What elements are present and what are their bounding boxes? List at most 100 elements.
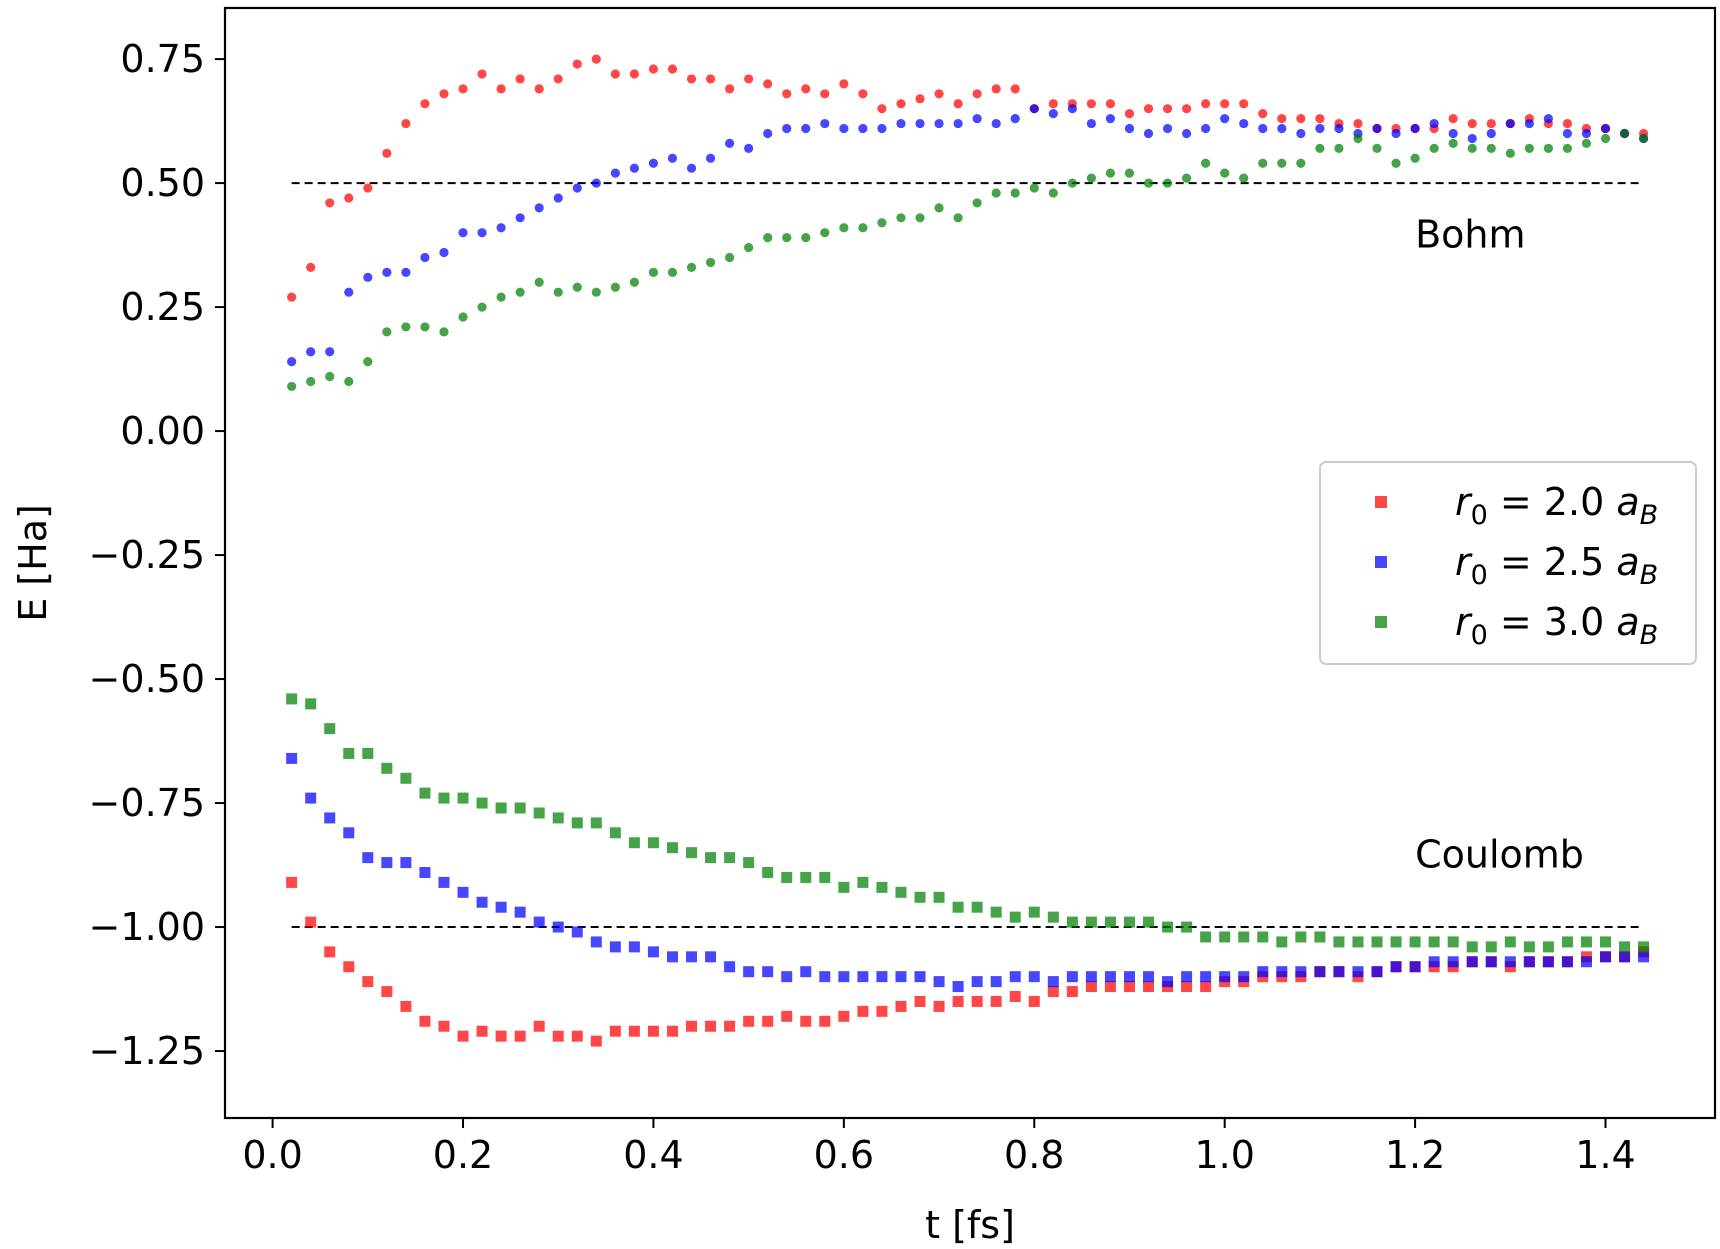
x-tick-label: 1.2 bbox=[1385, 1133, 1445, 1177]
coulomb-point-series-0 bbox=[838, 1010, 850, 1022]
coulomb-point-series-1 bbox=[1123, 971, 1135, 983]
bohm-point-series-2 bbox=[1486, 143, 1496, 153]
bohm-point-series-0 bbox=[610, 69, 620, 79]
coulomb-point-series-0 bbox=[1104, 981, 1116, 993]
coulomb-point-series-1 bbox=[286, 752, 298, 764]
bohm-point-series-2 bbox=[591, 287, 601, 297]
coulomb-point-series-1 bbox=[1276, 966, 1288, 978]
coulomb-point-series-2 bbox=[1390, 936, 1402, 948]
bohm-point-series-0 bbox=[915, 94, 925, 104]
coulomb-point-series-2 bbox=[762, 866, 774, 878]
coulomb-point-series-1 bbox=[1047, 976, 1059, 988]
bohm-point-series-0 bbox=[1124, 109, 1135, 119]
coulomb-point-series-0 bbox=[819, 1015, 831, 1027]
y-tick-label: −0.50 bbox=[89, 657, 205, 701]
coulomb-point-series-1 bbox=[571, 926, 583, 938]
coulomb-point-series-2 bbox=[1009, 911, 1021, 923]
coulomb-point-series-1 bbox=[1295, 966, 1307, 978]
bohm-point-series-0 bbox=[1486, 118, 1496, 129]
x-axis-label: t [fs] bbox=[925, 1203, 1015, 1247]
bohm-point-series-2 bbox=[1543, 143, 1553, 153]
x-tick-label: 0.2 bbox=[433, 1133, 493, 1177]
bohm-point-series-1 bbox=[934, 118, 944, 129]
bohm-point-series-2 bbox=[1201, 158, 1211, 168]
legend-marker-0 bbox=[1375, 496, 1387, 508]
coulomb-point-series-1 bbox=[305, 792, 317, 804]
bohm-point-series-2 bbox=[1619, 128, 1630, 139]
bohm-point-series-1 bbox=[820, 118, 830, 129]
coulomb-point-series-0 bbox=[1123, 981, 1135, 993]
bohm-point-series-2 bbox=[344, 376, 354, 387]
y-tick-label: 0.50 bbox=[120, 161, 205, 205]
y-tick-label: 0.75 bbox=[120, 37, 205, 81]
annotation-coulomb: Coulomb bbox=[1415, 833, 1584, 877]
coulomb-point-series-2 bbox=[1314, 931, 1326, 943]
coulomb-point-series-2 bbox=[1047, 911, 1059, 923]
coulomb-point-series-1 bbox=[324, 812, 336, 824]
coulomb-point-series-0 bbox=[686, 1020, 698, 1032]
legend: r0 = 2.0 aB r0 = 2.5 aB r0 = 3.0 aB bbox=[1319, 461, 1697, 665]
bohm-point-series-2 bbox=[801, 233, 811, 243]
coulomb-point-series-0 bbox=[895, 1000, 907, 1012]
bohm-point-series-0 bbox=[629, 69, 639, 79]
bohm-point-series-0 bbox=[1143, 104, 1154, 114]
coulomb-point-series-0 bbox=[476, 1025, 488, 1037]
bohm-point-series-1 bbox=[1124, 123, 1135, 134]
coulomb-point-series-1 bbox=[1504, 956, 1516, 968]
coulomb-point-series-0 bbox=[457, 1030, 469, 1042]
coulomb-point-series-1 bbox=[800, 966, 812, 978]
coulomb-point-series-1 bbox=[552, 921, 564, 933]
bohm-point-series-2 bbox=[363, 357, 373, 367]
coulomb-point-series-2 bbox=[628, 837, 640, 849]
bohm-point-series-1 bbox=[496, 223, 506, 233]
legend-marker-1 bbox=[1375, 556, 1387, 568]
coulomb-point-series-1 bbox=[647, 946, 659, 958]
bohm-point-series-0 bbox=[725, 84, 735, 94]
bohm-point-series-1 bbox=[1562, 128, 1573, 139]
coulomb-point-series-2 bbox=[552, 812, 564, 824]
bohm-point-series-2 bbox=[763, 233, 773, 243]
coulomb-point-series-0 bbox=[1181, 981, 1193, 993]
coulomb-point-series-1 bbox=[1561, 956, 1573, 968]
bohm-point-series-1 bbox=[1467, 133, 1477, 144]
bohm-point-series-1 bbox=[1277, 123, 1287, 134]
coulomb-point-series-2 bbox=[1619, 941, 1631, 953]
bohm-point-series-2 bbox=[1143, 178, 1154, 188]
bohm-point-series-1 bbox=[801, 123, 811, 134]
y-tick-label: −0.75 bbox=[89, 781, 205, 825]
coulomb-point-series-2 bbox=[933, 891, 945, 903]
bohm-point-series-1 bbox=[1315, 123, 1325, 134]
bohm-point-series-2 bbox=[744, 242, 754, 253]
bohm-point-series-0 bbox=[420, 99, 430, 109]
coulomb-point-series-2 bbox=[590, 817, 602, 829]
coulomb-point-series-0 bbox=[305, 916, 317, 928]
bohm-point-series-0 bbox=[1220, 99, 1230, 109]
coulomb-point-series-0 bbox=[1143, 981, 1155, 993]
bohm-point-series-0 bbox=[1162, 104, 1173, 114]
coulomb-point-series-2 bbox=[1162, 921, 1174, 933]
coulomb-point-series-2 bbox=[1561, 936, 1573, 948]
bohm-point-series-0 bbox=[382, 148, 392, 158]
bohm-point-series-0 bbox=[515, 74, 525, 84]
bohm-point-series-0 bbox=[401, 118, 411, 129]
bohm-point-series-1 bbox=[1067, 104, 1077, 114]
coulomb-point-series-1 bbox=[1219, 971, 1231, 983]
bohm-point-series-0 bbox=[1239, 99, 1249, 109]
bohm-point-series-0 bbox=[1353, 118, 1363, 129]
bohm-point-series-0 bbox=[439, 89, 449, 99]
coulomb-point-series-2 bbox=[895, 886, 907, 898]
legend-label-1: r0 = 2.5 aB bbox=[1455, 540, 1658, 591]
bohm-point-series-2 bbox=[1581, 138, 1592, 149]
bohm-point-series-0 bbox=[744, 74, 754, 84]
coulomb-point-series-2 bbox=[800, 871, 812, 883]
bohm-point-series-1 bbox=[344, 287, 354, 297]
coulomb-point-series-1 bbox=[724, 961, 736, 973]
coulomb-point-series-0 bbox=[1009, 990, 1021, 1002]
bohm-point-series-2 bbox=[439, 327, 449, 337]
bohm-point-series-2 bbox=[1638, 133, 1649, 144]
coulomb-point-series-2 bbox=[419, 787, 431, 799]
coulomb-point-series-1 bbox=[419, 866, 431, 878]
bohm-point-series-0 bbox=[1277, 114, 1287, 124]
bohm-point-series-1 bbox=[1448, 128, 1458, 139]
bohm-point-series-2 bbox=[725, 252, 735, 263]
